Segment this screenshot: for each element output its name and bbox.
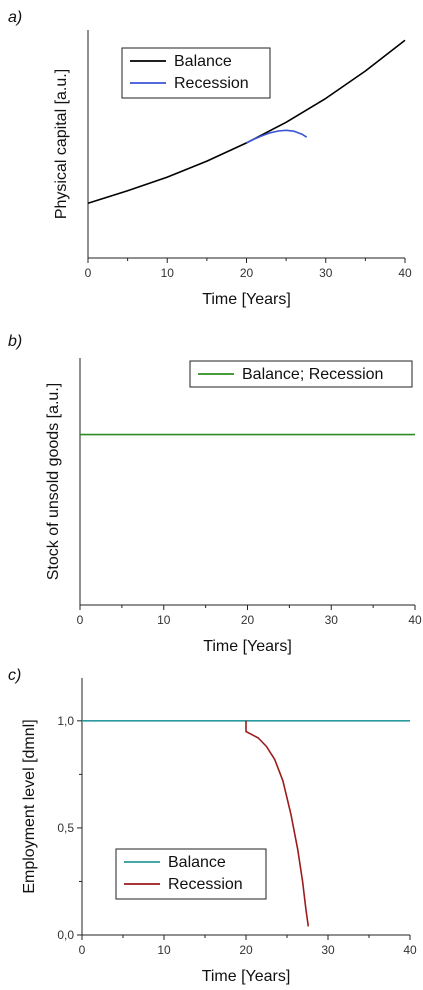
x-tick-label-b: 30 — [325, 613, 339, 627]
x-tick-label-a: 0 — [85, 266, 92, 280]
x-tick-label-c: 40 — [403, 943, 417, 957]
y-axis-title-c: Employment level [dmnl] — [21, 719, 38, 893]
legend-box-c — [115, 848, 267, 900]
legend-box-a — [121, 47, 271, 99]
legend-label-c-1: Recession — [168, 876, 243, 893]
x-tick-label-b: 20 — [241, 613, 255, 627]
x-tick-label-a: 30 — [319, 266, 333, 280]
x-axis-title-b: Time [Years] — [203, 638, 292, 655]
series-line-c-1 — [245, 720, 310, 927]
x-tick-label-c: 10 — [157, 943, 171, 957]
chart-panel-b: b) Stock of unsold goods [a.u.] Time [Ye… — [8, 333, 422, 655]
y-tick-label-c: 1,0 — [57, 714, 74, 728]
x-tick-label-b: 10 — [157, 613, 171, 627]
y-axis-title-b: Stock of unsold goods [a.u.] — [45, 383, 62, 580]
legend-label-c-0: Balance — [168, 854, 226, 871]
series-line-a-1 — [246, 129, 308, 144]
x-tick-label-a: 40 — [398, 266, 412, 280]
chart-panel-c: c) Employment level [dmnl] Time [Years] … — [8, 667, 417, 985]
legend-label-a-1: Recession — [174, 75, 249, 92]
x-tick-label-c: 30 — [321, 943, 335, 957]
y-axis-title-a: Physical capital [a.u.] — [53, 69, 70, 219]
legend-label-b-0: Balance; Recession — [242, 366, 383, 383]
chart-panel-a: a) Physical capital [a.u.] Time [Years] … — [8, 9, 412, 308]
panel-letter-b: b) — [8, 333, 22, 350]
y-tick-label-c: 0,5 — [57, 821, 74, 835]
x-tick-label-a: 10 — [161, 266, 175, 280]
x-tick-label-b: 40 — [408, 613, 422, 627]
x-axis-title-c: Time [Years] — [202, 968, 291, 985]
panel-letter-c: c) — [8, 667, 21, 684]
panel-letter-a: a) — [8, 9, 22, 26]
x-tick-label-c: 0 — [79, 943, 86, 957]
y-tick-label-c: 0,0 — [57, 928, 74, 942]
legend-label-a-0: Balance — [174, 53, 232, 70]
x-tick-label-a: 20 — [240, 266, 254, 280]
x-tick-label-c: 20 — [239, 943, 253, 957]
x-tick-label-b: 0 — [77, 613, 84, 627]
x-axis-title-a: Time [Years] — [202, 291, 291, 308]
